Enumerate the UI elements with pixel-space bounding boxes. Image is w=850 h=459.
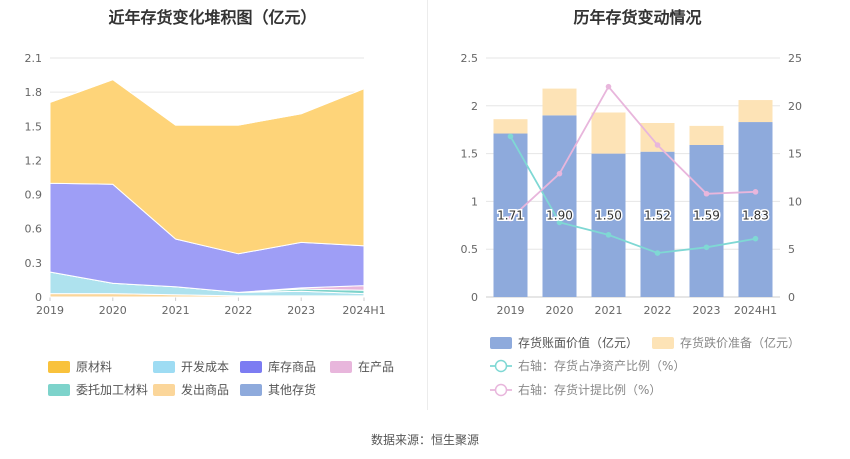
bar-series-0 bbox=[640, 151, 675, 297]
bar-series-1 bbox=[689, 125, 724, 145]
line-series-1 bbox=[509, 85, 756, 220]
bar-value-label: 1.71 bbox=[497, 209, 524, 223]
right-y-tick: 0 bbox=[471, 291, 478, 304]
bar-series-0 bbox=[542, 115, 577, 297]
right-x-tick: 2022 bbox=[644, 304, 672, 317]
left-legend-swatch bbox=[240, 361, 262, 373]
left-x-tick: 2019 bbox=[36, 304, 64, 317]
right-legend-marker bbox=[494, 359, 508, 373]
right-x-tick: 2019 bbox=[497, 304, 525, 317]
left-y-tick: 2.1 bbox=[25, 52, 43, 65]
panel-divider bbox=[427, 0, 428, 410]
right-legend-label: 存货跌价准备（亿元） bbox=[680, 335, 800, 350]
left-y-tick: 0.6 bbox=[25, 223, 43, 236]
right-y2-tick: 25 bbox=[788, 52, 802, 65]
right-y-tick: 2 bbox=[471, 100, 478, 113]
right-legend-marker bbox=[494, 383, 508, 397]
area-series-6 bbox=[49, 79, 365, 126]
line-point-1 bbox=[605, 83, 612, 90]
left-legend-swatch bbox=[153, 361, 175, 373]
line-point-0 bbox=[654, 250, 661, 256]
left-y-tick: 0 bbox=[35, 291, 42, 304]
left-legend-swatch bbox=[153, 384, 175, 396]
bar-series-0 bbox=[493, 133, 528, 297]
left-legend-swatch bbox=[330, 361, 352, 373]
right-legend-swatch bbox=[652, 337, 674, 349]
left-legend-label: 发出商品 bbox=[181, 382, 229, 397]
right-y2-tick: 0 bbox=[788, 291, 795, 304]
right-legend-label: 右轴：存货计提比例（%） bbox=[518, 382, 661, 397]
bar-series-1 bbox=[738, 100, 773, 123]
left-legend-swatch bbox=[48, 361, 70, 373]
left-x-tick: 2023 bbox=[287, 304, 315, 317]
left-y-tick: 1.2 bbox=[25, 154, 43, 167]
right-x-tick: 2024H1 bbox=[734, 304, 777, 317]
right-x-tick: 2020 bbox=[546, 304, 574, 317]
right-legend-label: 右轴：存货占净资产比例（%） bbox=[518, 358, 685, 373]
bar-series-1 bbox=[591, 112, 626, 154]
right-x-tick: 2023 bbox=[693, 304, 721, 317]
line-point-0 bbox=[556, 219, 563, 226]
bar-series-0 bbox=[738, 122, 773, 297]
line-series-0 bbox=[509, 135, 756, 254]
left-legend-label: 库存商品 bbox=[268, 359, 316, 374]
right-x-tick: 2021 bbox=[595, 304, 623, 317]
right-y2-tick: 5 bbox=[788, 243, 795, 256]
left-x-tick: 2024H1 bbox=[342, 304, 385, 317]
bar-value-label: 1.83 bbox=[742, 209, 769, 223]
line-point-0 bbox=[507, 133, 514, 140]
bar-series-1 bbox=[542, 88, 577, 116]
right-legend-swatch bbox=[490, 337, 512, 349]
left-x-tick: 2022 bbox=[224, 304, 252, 317]
left-legend-label: 开发成本 bbox=[181, 359, 229, 374]
left-y-tick: 1.5 bbox=[25, 120, 43, 133]
bar-value-label: 1.59 bbox=[693, 209, 720, 223]
bar-series-1 bbox=[493, 119, 528, 134]
line-point-1 bbox=[752, 189, 759, 195]
right-y-tick: 0.5 bbox=[461, 243, 479, 256]
left-legend-label: 在产品 bbox=[358, 360, 394, 374]
right-y-tick: 1.5 bbox=[461, 148, 479, 161]
left-legend-swatch bbox=[240, 384, 262, 396]
left-legend-label: 其他存货 bbox=[268, 382, 316, 397]
line-point-1 bbox=[654, 142, 661, 148]
left-legend-label: 委托加工材料 bbox=[76, 383, 148, 397]
right-chart-title: 历年存货变动情况 bbox=[573, 8, 702, 27]
stacked-area-chart: 0 0.3 0.6 0.9 1.2 1.5 1.8 2.1 2019 2020 2021 2022 20… bbox=[25, 52, 395, 397]
left-legend-label: 原材料 bbox=[76, 360, 112, 374]
right-y2-tick: 20 bbox=[788, 100, 802, 113]
line-point-0 bbox=[605, 232, 612, 238]
line-point-0 bbox=[703, 244, 710, 251]
left-legend-swatch bbox=[48, 384, 70, 396]
left-y-tick: 1.8 bbox=[25, 86, 43, 99]
right-y-tick: 1 bbox=[471, 195, 478, 208]
right-y2-tick: 15 bbox=[788, 148, 802, 161]
bar-series-0 bbox=[591, 153, 626, 297]
right-legend-label: 存货账面价值（亿元） bbox=[518, 335, 638, 350]
left-x-tick: 2021 bbox=[162, 304, 190, 317]
right-y-tick: 2.5 bbox=[461, 52, 479, 65]
bar-value-label: 1.90 bbox=[546, 209, 573, 223]
bar-value-label: 1.52 bbox=[644, 209, 671, 223]
line-point-1 bbox=[556, 170, 563, 177]
line-point-1 bbox=[703, 190, 710, 197]
line-point-1 bbox=[507, 215, 514, 222]
line-point-0 bbox=[752, 235, 759, 242]
left-y-tick: 0.3 bbox=[25, 257, 43, 270]
left-y-tick: 0.9 bbox=[25, 189, 43, 202]
right-y2-tick: 10 bbox=[788, 195, 802, 208]
bar-value-label: 1.50 bbox=[595, 209, 622, 223]
data-source-note: 数据来源：恒生聚源 bbox=[370, 433, 479, 447]
left-chart-title: 近年存货变化堆积图（亿元） bbox=[108, 8, 317, 27]
bar-series-0 bbox=[689, 144, 724, 297]
left-x-tick: 2020 bbox=[99, 304, 127, 317]
